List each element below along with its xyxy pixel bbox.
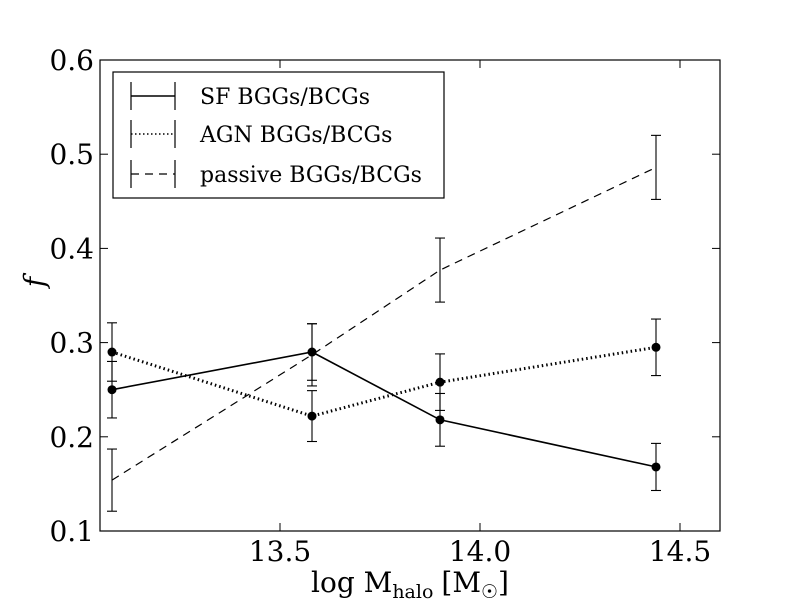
x-axis-label-main: log M — [311, 566, 392, 599]
data-point-agn — [651, 342, 661, 352]
data-point-sf — [651, 462, 661, 472]
y-tick-label: 0.4 — [49, 232, 94, 265]
y-tick-label: 0.1 — [49, 515, 94, 548]
x-axis-label: log Mhalo [M☉] — [311, 566, 509, 600]
series-layer — [107, 134, 661, 512]
legend-entry-agn: AGN BGGs/BCGs — [130, 120, 392, 148]
legend-box — [112, 71, 445, 199]
y-tick-label: 0.2 — [49, 421, 94, 454]
legend-label-passive: passive BGGs/BCGs — [200, 163, 422, 188]
x-axis-label-unit-close: ] — [498, 566, 509, 599]
legend-entry-sf: SF BGGs/BCGs — [130, 82, 370, 110]
series-line-sf — [111, 351, 657, 468]
x-axis-label-unit-open: [M — [441, 566, 481, 599]
x-tick-label: 14.5 — [649, 535, 711, 568]
ticks-layer: 0.1 0.2 0.3 0.4 0.5 0.6 13.5 14.0 14.5 — [49, 44, 720, 568]
series-agn — [107, 318, 661, 443]
y-axis-label: f — [18, 272, 51, 289]
plot-frame — [99, 59, 721, 532]
x-tick-label: 13.5 — [249, 535, 311, 568]
series-line-passive — [111, 166, 657, 481]
legend-entry-passive: passive BGGs/BCGs — [130, 160, 422, 188]
y-tick-label: 0.6 — [49, 44, 94, 77]
data-point-sf — [435, 415, 445, 425]
x-tick-label: 14.0 — [449, 535, 511, 568]
x-axis-label-unit-sub: ☉ — [481, 581, 498, 600]
data-point-sf — [107, 385, 117, 395]
data-point-agn — [307, 411, 317, 421]
data-point-agn — [435, 377, 445, 387]
y-tick-label: 0.3 — [49, 327, 94, 360]
legend-label-sf: SF BGGs/BCGs — [200, 85, 370, 110]
legend-label-agn: AGN BGGs/BCGs — [199, 123, 392, 148]
data-point-agn — [107, 347, 117, 357]
x-axis-label-sub: halo — [392, 581, 433, 600]
legend: SF BGGs/BCGs AGN BGGs/BCGs passive BGGs/… — [112, 71, 445, 199]
y-tick-label: 0.5 — [49, 138, 94, 171]
series-passive — [107, 134, 661, 512]
